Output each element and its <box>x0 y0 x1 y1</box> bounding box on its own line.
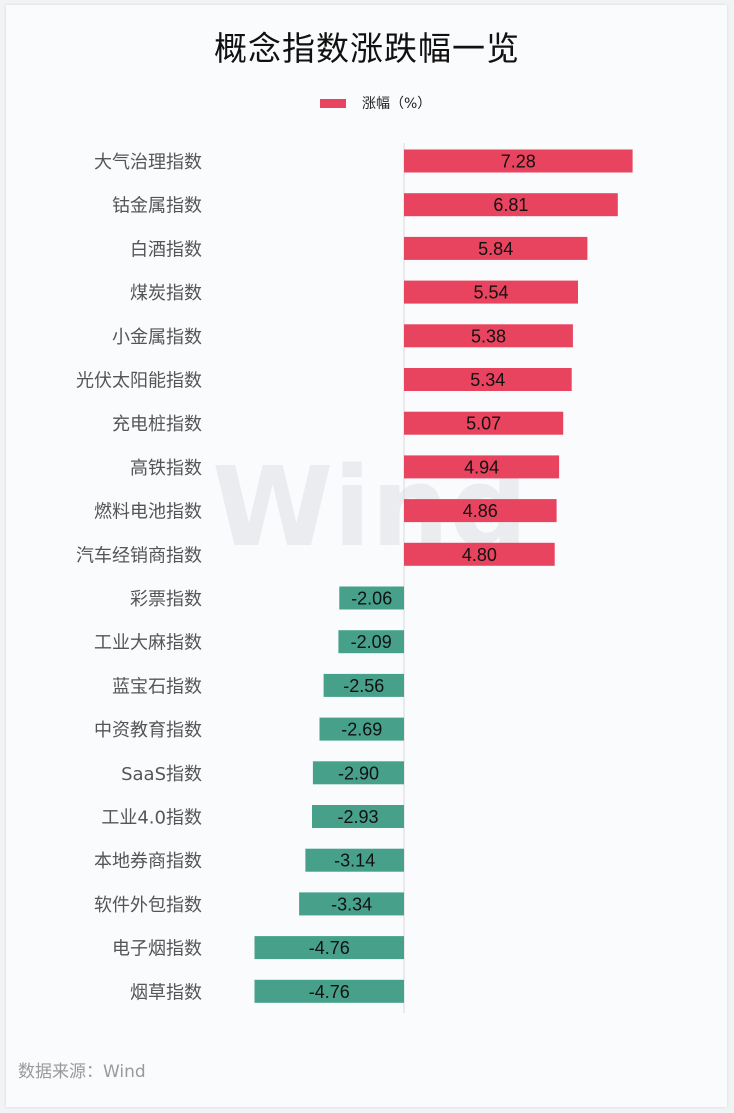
category-label: 蓝宝石指数 <box>112 676 202 697</box>
bar <box>299 892 404 916</box>
value-label: 5.34 <box>470 370 505 390</box>
category-label: 中资教育指数 <box>94 720 202 741</box>
value-label: 7.28 <box>501 152 536 172</box>
value-label: -4.76 <box>309 982 350 1002</box>
category-label: 工业4.0指数 <box>101 808 202 829</box>
value-label: 4.94 <box>464 457 499 477</box>
category-label: 光伏太阳能指数 <box>76 371 202 392</box>
bar <box>404 455 560 479</box>
bar <box>404 149 633 173</box>
bar <box>305 848 404 872</box>
value-label: -3.34 <box>331 894 372 914</box>
category-label: SaaS指数 <box>121 764 202 785</box>
bar <box>404 236 588 260</box>
bar <box>254 979 404 1003</box>
legend-label: 涨幅（%） <box>362 96 432 112</box>
value-label: -2.93 <box>337 807 378 827</box>
bar <box>339 586 404 610</box>
bar <box>404 499 557 523</box>
category-label: 小金属指数 <box>112 327 202 348</box>
chart-card <box>6 5 727 1107</box>
value-label: -4.76 <box>309 938 350 958</box>
value-label: -2.09 <box>351 632 392 652</box>
value-label: 6.81 <box>493 195 528 215</box>
bar <box>319 717 404 741</box>
category-label: 钴金属指数 <box>112 196 202 217</box>
bars-group <box>254 149 633 1003</box>
value-label: -2.69 <box>341 720 382 740</box>
bar <box>312 805 404 828</box>
category-label: 充电桩指数 <box>112 414 202 435</box>
bar <box>323 673 404 697</box>
value-label: -2.56 <box>343 676 384 696</box>
chart-title: 概念指数涨跌幅一览 <box>214 29 520 68</box>
category-labels: 大气治理指数钴金属指数白酒指数煤炭指数小金属指数光伏太阳能指数充电桩指数高铁指数… <box>76 152 202 1003</box>
category-label: 燃料电池指数 <box>94 502 202 523</box>
bar <box>404 193 618 217</box>
bar <box>404 542 555 566</box>
category-label: 高铁指数 <box>130 458 202 479</box>
legend: 涨幅（%） <box>320 93 431 113</box>
value-label: 4.86 <box>463 501 498 521</box>
legend-swatch <box>320 98 346 108</box>
value-label: -3.14 <box>334 851 375 871</box>
bar <box>312 761 404 785</box>
category-label: 软件外包指数 <box>94 895 202 916</box>
value-label: 5.07 <box>466 414 501 434</box>
bar <box>254 936 404 960</box>
category-label: 彩票指数 <box>130 589 202 610</box>
value-labels: 7.28 6.81 5.84 5.54 5.38 5.34 5.07 4.94 4.86 4.80… <box>309 152 536 1002</box>
value-label: 5.54 <box>473 283 508 303</box>
category-label: 煤炭指数 <box>130 283 202 304</box>
bar <box>338 630 404 654</box>
value-label: 4.80 <box>462 545 497 565</box>
bar <box>404 411 564 435</box>
category-label: 白酒指数 <box>130 239 202 260</box>
category-label: 大气治理指数 <box>94 152 202 173</box>
value-label: -2.90 <box>338 763 379 783</box>
value-label: -2.06 <box>351 589 392 609</box>
category-label: 工业大麻指数 <box>94 633 202 654</box>
bar <box>404 280 578 304</box>
value-label: 5.38 <box>471 326 506 346</box>
category-label: 烟草指数 <box>130 982 202 1003</box>
bar <box>404 368 572 391</box>
value-label: 5.84 <box>478 239 513 259</box>
category-label: 汽车经销商指数 <box>76 545 202 566</box>
category-label: 电子烟指数 <box>112 939 202 960</box>
bar <box>404 324 573 348</box>
category-label: 本地券商指数 <box>94 851 202 872</box>
source-note: 数据来源：Wind <box>18 1062 146 1082</box>
